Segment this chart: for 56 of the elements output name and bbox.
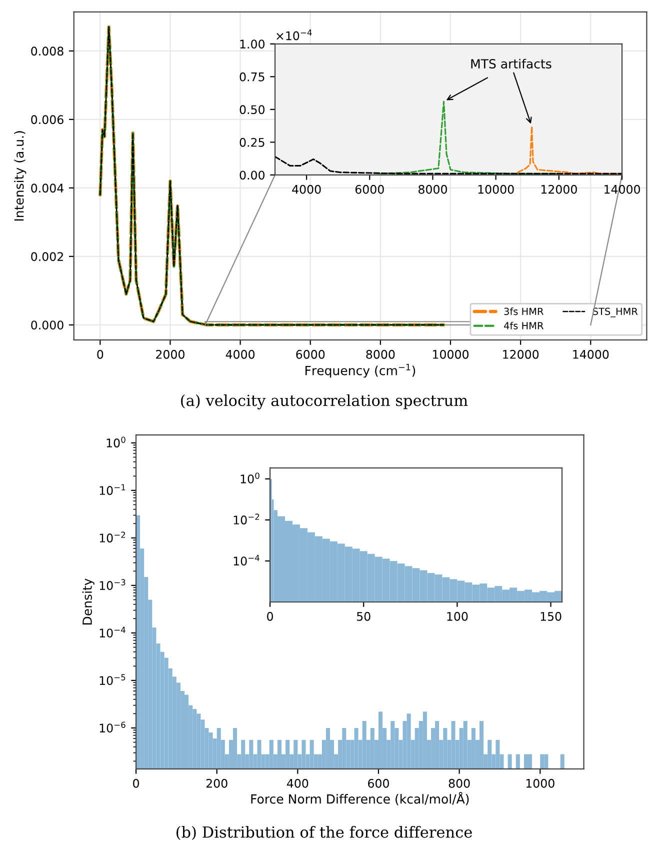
y-tick-label: 10$^{−4}$ (234, 554, 260, 566)
y-tick-label: 0.00 (240, 170, 265, 180)
legend-label: 4fs HMR (504, 322, 544, 330)
x-tick-label: 2000 (156, 350, 184, 359)
y-tick-label: 10$^{−4}$ (100, 626, 126, 638)
y-axis-title: Intensity (a.u.) (14, 131, 26, 221)
y-tick-label: 10$^{−2}$ (100, 532, 126, 542)
x-tick-label: 14000 (604, 184, 640, 194)
x-tick-label: 600 (368, 778, 389, 788)
x-tick-label: 12000 (541, 184, 577, 194)
x-tick-label: 12000 (503, 350, 539, 359)
x-tick-label: 0 (267, 612, 273, 621)
annotation: ×10$^{−4}$ (276, 30, 312, 40)
x-tick-label: 100 (447, 612, 468, 621)
x-tick-label: 6000 (296, 350, 325, 359)
y-tick-label: 0.004 (31, 184, 64, 193)
x-tick-label: 400 (286, 778, 308, 788)
y-tick-label: 10$^{−1}$ (100, 484, 126, 495)
x-tick-label: 800 (448, 778, 470, 788)
x-tick-label: 200 (206, 778, 228, 788)
x-tick-label: 14000 (573, 350, 609, 359)
y-tick-label: 10$^{0}$ (240, 472, 260, 484)
x-tick-label: 8000 (366, 350, 395, 359)
y-tick-label: 10$^{0}$ (106, 436, 126, 448)
y-tick-label: 0.002 (31, 252, 63, 262)
y-tick-label: 10$^{−3}$ (100, 579, 126, 590)
x-tick-label: 4000 (226, 350, 255, 359)
x-tick-label: 1000 (526, 778, 554, 788)
y-tick-label: 10$^{−5}$ (100, 674, 126, 686)
x-axis-title: Force Norm Difference (kcal/mol/Å) (251, 792, 469, 806)
x-tick-label: 0 (133, 778, 139, 788)
legend-label: STS_HMR (592, 308, 638, 318)
y-tick-label: 10$^{−2}$ (234, 514, 260, 524)
x-tick-label: 6000 (355, 184, 384, 194)
text: (b) Distribution of the force difference (176, 826, 472, 840)
y-tick-label: 0.008 (31, 46, 64, 56)
y-tick-label: 1.00 (240, 40, 265, 49)
legend-label: 3fs HMR (504, 308, 544, 316)
line-series (380, 100, 560, 174)
x-tick-label: 4000 (292, 184, 321, 194)
y-tick-label: 0.006 (31, 115, 64, 124)
x-tick-label: 0 (97, 350, 104, 359)
y-tick-label: 0.75 (240, 72, 264, 82)
y-axis-title: Density (82, 578, 94, 624)
y-tick-label: 0.000 (31, 320, 64, 330)
x-tick-label: 50 (357, 612, 370, 621)
x-tick-label: 8000 (418, 184, 447, 194)
annotation: MTS artifacts (471, 58, 552, 69)
text: (a) velocity autocorrelation spectrum (181, 394, 468, 410)
x-tick-label: 10000 (433, 350, 468, 359)
y-tick-label: 10$^{−6}$ (100, 722, 126, 733)
x-axis-title: Frequency (cm$^{−1}$) (306, 364, 416, 378)
y-tick-label: 0.50 (240, 105, 265, 114)
x-tick-label: 150 (540, 612, 562, 621)
y-tick-label: 0.25 (240, 138, 264, 147)
x-tick-label: 10000 (478, 184, 514, 194)
